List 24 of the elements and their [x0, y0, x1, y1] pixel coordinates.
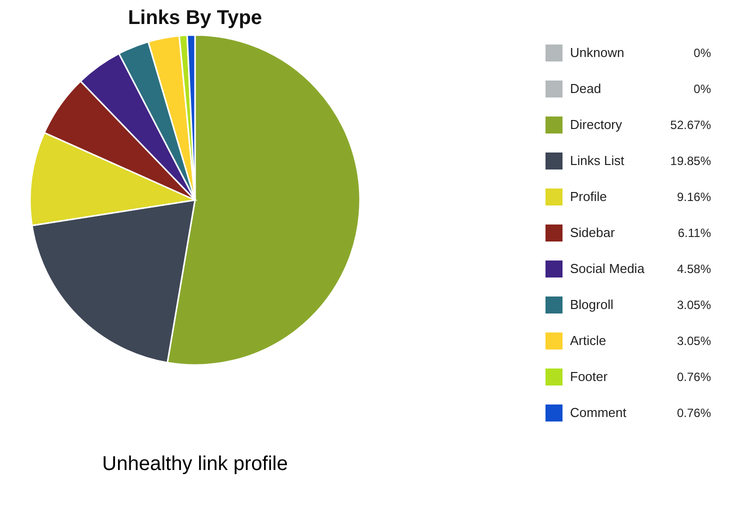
data-label: 4.58%: [676, 262, 712, 276]
chart-title: Links By Type: [128, 7, 262, 29]
legend-label: Directory: [570, 117, 623, 132]
legend-label: Blogroll: [570, 297, 614, 312]
legend-label: Article: [570, 333, 606, 348]
legend-label: Profile: [570, 189, 607, 204]
legend-label: Footer: [570, 369, 608, 384]
legend-label: Sidebar: [570, 225, 616, 240]
text: 0%: [694, 82, 711, 96]
legend-label: Dead: [570, 81, 602, 96]
data-label: 19.85%: [670, 154, 712, 168]
legend-label: Links List: [570, 153, 625, 168]
data-label: 9.16%: [676, 190, 712, 204]
legend-label: Social Media: [570, 261, 646, 276]
text: 0%: [694, 46, 711, 60]
text: Unhealthy link profile: [102, 453, 288, 475]
data-label: 0.76%: [676, 370, 712, 384]
data-label: 6.11%: [678, 226, 712, 240]
legend-label: Comment: [570, 405, 627, 420]
data-label: 52.67%: [670, 118, 712, 132]
data-label: 3.05%: [676, 334, 712, 348]
data-label: 3.05%: [676, 298, 712, 312]
data-label: 0.76%: [676, 406, 712, 420]
legend-label: Unknown: [570, 45, 624, 60]
